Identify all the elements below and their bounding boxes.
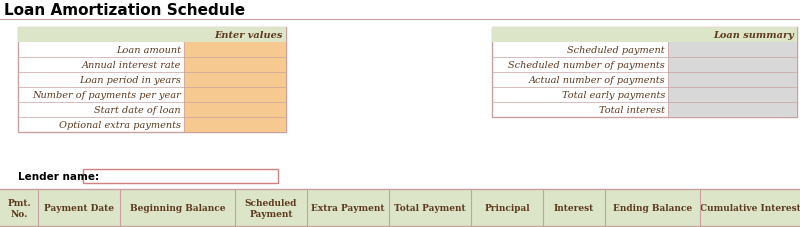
Bar [184,103,286,118]
Text: Pmt.
No.: Pmt. No. [7,198,31,218]
Bar [668,43,797,58]
Text: Loan period in years: Loan period in years [79,76,181,85]
Bar [668,73,797,88]
Bar [184,73,286,88]
Bar [184,88,286,103]
Text: Cumulative Interest: Cumulative Interest [700,204,800,212]
Text: Number of payments per year: Number of payments per year [32,91,181,100]
Bar [668,103,797,118]
Text: Total interest: Total interest [599,106,665,114]
Bar [18,28,286,132]
Bar [668,58,797,73]
Text: Annual interest rate: Annual interest rate [82,61,181,70]
Text: Payment Date: Payment Date [44,204,114,212]
Text: Principal: Principal [484,204,530,212]
Bar [184,118,286,132]
Bar [492,28,797,43]
Text: Loan amount: Loan amount [116,46,181,55]
Bar [668,88,797,103]
Text: Scheduled payment: Scheduled payment [567,46,665,55]
Text: Total Payment: Total Payment [394,204,466,212]
Text: Enter values: Enter values [214,31,283,40]
Bar [184,43,286,58]
Text: Scheduled
Payment: Scheduled Payment [245,198,297,218]
Text: Optional extra payments: Optional extra payments [59,121,181,129]
Text: Extra Payment: Extra Payment [311,204,385,212]
Bar [83,169,278,183]
Bar [0,189,800,227]
Bar [184,58,286,73]
Text: Scheduled number of payments: Scheduled number of payments [508,61,665,70]
Text: Start date of loan: Start date of loan [94,106,181,114]
Text: Total early payments: Total early payments [562,91,665,100]
Text: Interest: Interest [554,204,594,212]
Text: Loan summary: Loan summary [714,31,794,40]
Text: Lender name:: Lender name: [18,171,99,181]
Text: Ending Balance: Ending Balance [613,204,692,212]
Bar [18,28,286,43]
Text: Loan Amortization Schedule: Loan Amortization Schedule [4,3,245,18]
Text: Actual number of payments: Actual number of payments [528,76,665,85]
Text: Beginning Balance: Beginning Balance [130,204,226,212]
Bar [492,28,797,118]
